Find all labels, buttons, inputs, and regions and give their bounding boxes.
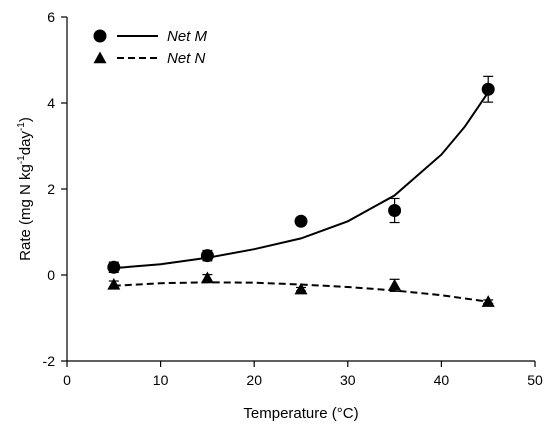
x-axis-label: Temperature (°C) (243, 405, 358, 422)
error-bars (108, 75, 494, 304)
point-net-n (294, 282, 308, 295)
y-ticks: -2 0 2 4 6 (43, 9, 67, 369)
y-axis-label-part-1: Rate (mg N kg (17, 164, 34, 261)
legend-label-net-m: Net M (167, 28, 208, 45)
point-net-m (200, 249, 214, 263)
y-axis-label-part-2: day (17, 131, 34, 156)
x-tick-label: 20 (246, 372, 262, 388)
point-net-m (294, 214, 308, 228)
y-tick-label: -2 (43, 353, 56, 369)
axes (66, 17, 535, 362)
fit-lines (113, 91, 490, 303)
y-tick-label: 2 (47, 181, 55, 197)
point-net-m (388, 204, 402, 217)
y-axis-label-superscript-1: -1 (16, 155, 27, 164)
y-tick-label: 0 (47, 267, 55, 283)
point-net-n (107, 277, 121, 290)
legend-marker-net-m (93, 29, 107, 43)
point-net-m (481, 82, 495, 96)
markers (107, 82, 495, 307)
legend-marker-net-n (93, 51, 107, 64)
y-axis-label-part-3: ) (17, 117, 34, 122)
y-axis-label-superscript-2: -1 (16, 122, 27, 131)
x-ticks: 0 10 20 30 40 50 (63, 361, 543, 388)
point-net-n (388, 278, 402, 291)
legend: Net M Net N (93, 28, 208, 67)
point-net-m (107, 260, 121, 274)
y-tick-label: 6 (47, 9, 55, 25)
x-tick-label: 30 (340, 372, 356, 388)
fit-line-net-m (113, 91, 490, 270)
x-tick-label: 0 (63, 372, 71, 388)
legend-label-net-n: Net N (167, 50, 206, 67)
x-tick-label: 50 (527, 372, 543, 388)
point-net-n (200, 271, 214, 284)
point-net-n (481, 295, 495, 307)
y-tick-label: 4 (47, 95, 55, 111)
y-axis-label: Rate (mg N kg-1day-1) (16, 117, 34, 261)
x-tick-label: 10 (153, 372, 169, 388)
x-tick-label: 40 (434, 372, 450, 388)
